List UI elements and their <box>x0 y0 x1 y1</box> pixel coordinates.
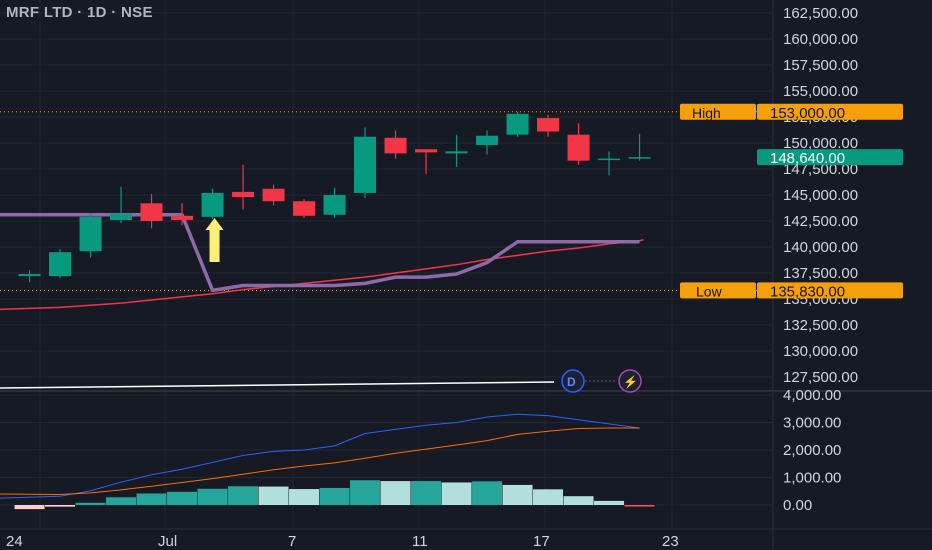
candle-body[interactable] <box>79 216 102 252</box>
candle-body[interactable] <box>445 151 468 154</box>
price-axis-tick: 130,000.00 <box>783 343 858 360</box>
macd-axis-tick: 4,000.00 <box>783 387 841 404</box>
high-tag-box <box>680 103 756 120</box>
candle-body[interactable] <box>598 158 621 161</box>
price-axis-tick: 160,000.00 <box>783 31 858 48</box>
macd-histogram-bar <box>533 489 564 505</box>
candle-body[interactable] <box>171 215 194 220</box>
price-axis-tick: 127,500.00 <box>783 369 858 386</box>
macd-histogram-bar <box>14 505 45 510</box>
time-axis-tick: 17 <box>533 533 550 550</box>
price-axis-tick: 162,500.00 <box>783 5 858 22</box>
macd-axis-tick: 2,000.00 <box>783 442 841 459</box>
price-axis-tick: 132,500.00 <box>783 317 858 334</box>
macd-histogram-bar <box>441 482 472 505</box>
time-axis-tick: 24 <box>6 533 23 550</box>
macd-line <box>0 413 640 499</box>
candle-body[interactable] <box>384 137 407 154</box>
candle-body[interactable] <box>140 203 163 221</box>
symbol-title[interactable]: MRF LTD · 1D · NSE <box>6 4 153 21</box>
price-axis-tick: 137,500.00 <box>783 265 858 282</box>
macd-axis-tick: 3,000.00 <box>783 415 841 432</box>
high-value-box <box>757 103 903 120</box>
candle-body[interactable] <box>49 252 72 277</box>
last-price-label: 148,640.00 <box>770 150 845 167</box>
macd-histogram-bar <box>45 505 76 507</box>
candle-body[interactable] <box>262 188 285 202</box>
dividend-badge[interactable] <box>561 369 585 393</box>
macd-histogram-bar <box>502 484 533 505</box>
time-axis-tick: 11 <box>412 533 428 550</box>
macd-histogram-bar <box>228 486 259 505</box>
candle-body[interactable] <box>476 135 499 146</box>
price-axis-tick: 147,500.00 <box>783 161 858 178</box>
high-tag-label: High <box>692 105 721 121</box>
macd-histogram-bar <box>167 491 198 505</box>
time-axis-tick: 7 <box>288 533 296 550</box>
high-value-label: 153,000.00 <box>770 105 845 122</box>
candle-body[interactable] <box>354 136 377 193</box>
candle-body[interactable] <box>415 149 438 153</box>
macd-histogram-bar <box>136 493 167 505</box>
candle-body[interactable] <box>628 157 651 159</box>
candle-body[interactable] <box>506 113 529 135</box>
last-price-box <box>757 149 903 166</box>
lightning-icon: ⚡ <box>623 375 638 389</box>
price-axis-tick: 145,000.00 <box>783 187 858 204</box>
macd-histogram-bar <box>411 481 442 505</box>
candle-body[interactable] <box>567 134 590 161</box>
macd-signal-line <box>0 427 640 496</box>
price-axis-tick: 140,000.00 <box>783 239 858 256</box>
price-axis-tick: 157,500.00 <box>783 57 858 74</box>
dividend-badge-label: D <box>567 375 576 389</box>
low-value-label: 135,830.00 <box>770 283 845 300</box>
macd-histogram-bar <box>472 481 503 505</box>
macd-histogram-bar <box>594 500 625 505</box>
time-axis-tick: 23 <box>662 533 679 550</box>
macd-axis-tick: 0.00 <box>783 497 812 514</box>
moving-average-line <box>0 239 644 311</box>
low-tag-label: Low <box>696 283 723 299</box>
candle-body[interactable] <box>232 191 255 198</box>
candle-body[interactable] <box>323 195 346 215</box>
candle-body[interactable] <box>537 118 560 132</box>
buy-arrow-icon <box>205 218 224 262</box>
macd-histogram-bar <box>624 505 655 507</box>
candle-body[interactable] <box>293 201 316 216</box>
timeline-line <box>0 381 555 389</box>
price-axis-tick: 142,500.00 <box>783 213 858 230</box>
macd-histogram-bar <box>75 502 106 505</box>
candle-body[interactable] <box>18 274 41 277</box>
price-axis-tick: 155,000.00 <box>783 83 858 100</box>
macd-histogram-bar <box>350 480 381 505</box>
macd-histogram-bar <box>380 481 411 505</box>
candle-body[interactable] <box>110 213 133 220</box>
lightning-badge[interactable] <box>618 369 642 393</box>
macd-histogram-bar <box>197 488 228 505</box>
time-axis-tick: Jul <box>158 533 177 550</box>
macd-histogram-bar <box>106 497 137 505</box>
low-value-box <box>757 282 903 299</box>
macd-histogram-bar <box>319 487 350 505</box>
macd-histogram-bar <box>563 496 594 505</box>
low-tag-box <box>680 282 756 299</box>
candle-body[interactable] <box>201 192 224 217</box>
macd-axis-tick: 1,000.00 <box>783 470 841 487</box>
macd-histogram-bar <box>258 486 289 505</box>
price-axis-tick: 150,000.00 <box>783 135 858 152</box>
macd-histogram-bar <box>289 489 320 505</box>
